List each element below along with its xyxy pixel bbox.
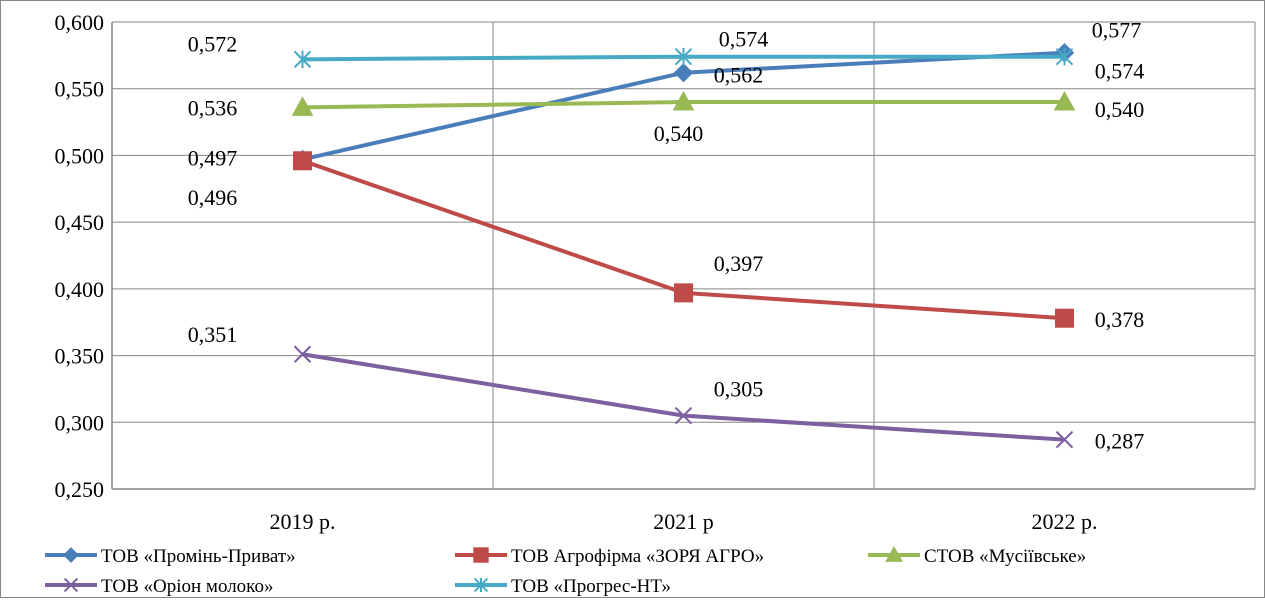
- data-label: 0,397: [714, 251, 764, 276]
- data-point: [1053, 91, 1076, 111]
- data-point: [1055, 308, 1074, 328]
- legend-label: ТОВ Агрофірма «ЗОРЯ АГРО»: [511, 546, 764, 567]
- data-point: [1055, 47, 1074, 66]
- data-point: [1055, 430, 1074, 449]
- data-point: [291, 96, 314, 116]
- y-tick-label: 0,450: [55, 210, 105, 235]
- y-tick-label: 0,400: [55, 277, 105, 302]
- data-point: [293, 151, 312, 171]
- x-tick-label: 2019 р.: [270, 509, 336, 534]
- legend-marker: [885, 545, 903, 562]
- data-label: 0,497: [188, 145, 238, 170]
- y-tick-label: 0,250: [55, 477, 105, 502]
- legend-item: ТОВ «Прогрес-НТ»: [455, 576, 671, 597]
- legend-label: ТОВ «Прогрес-НТ»: [511, 576, 671, 597]
- data-label: 0,562: [714, 63, 764, 88]
- legend-item: ТОВ «Оріон молоко»: [45, 576, 273, 597]
- data-label: 0,574: [719, 27, 769, 52]
- y-tick-label: 0,600: [55, 10, 105, 35]
- y-tick-label: 0,350: [55, 344, 105, 369]
- legend-label: ТОВ «Промінь-Приват»: [101, 546, 296, 567]
- data-point: [293, 50, 312, 69]
- data-label: 0,577: [1092, 18, 1142, 43]
- data-label: 0,496: [188, 185, 238, 210]
- legend-item: ТОВ «Промінь-Приват»: [45, 546, 296, 567]
- data-point: [674, 406, 693, 425]
- data-point: [674, 283, 693, 303]
- data-point: [674, 47, 693, 66]
- legend-marker: [473, 547, 489, 563]
- data-point: [673, 62, 694, 83]
- legend-item: СТОВ «Мусіївське»: [868, 545, 1086, 567]
- data-label: 0,574: [1095, 59, 1145, 84]
- legend-label: СТОВ «Мусіївське»: [924, 546, 1086, 567]
- y-tick-label: 0,300: [55, 410, 105, 435]
- data-label: 0,378: [1095, 307, 1145, 332]
- legend-marker: [473, 577, 489, 593]
- data-label: 0,572: [188, 31, 238, 56]
- data-point: [293, 345, 312, 363]
- data-point: [672, 91, 695, 111]
- data-label: 0,305: [714, 377, 764, 402]
- data-label: 0,287: [1095, 429, 1145, 454]
- x-tick-label: 2022 р.: [1032, 509, 1098, 534]
- y-tick-label: 0,550: [55, 77, 105, 102]
- legend-item: ТОВ Агрофірма «ЗОРЯ АГРО»: [455, 546, 764, 567]
- data-label: 0,351: [188, 322, 238, 347]
- data-label: 0,540: [654, 121, 704, 146]
- legend-marker: [63, 547, 79, 563]
- x-tick-label: 2021 р: [653, 509, 714, 534]
- data-label: 0,536: [188, 95, 238, 120]
- legend-label: ТОВ «Оріон молоко»: [101, 576, 273, 597]
- legend-marker: [63, 577, 79, 593]
- y-tick-label: 0,500: [55, 143, 105, 168]
- data-label: 0,540: [1095, 97, 1145, 122]
